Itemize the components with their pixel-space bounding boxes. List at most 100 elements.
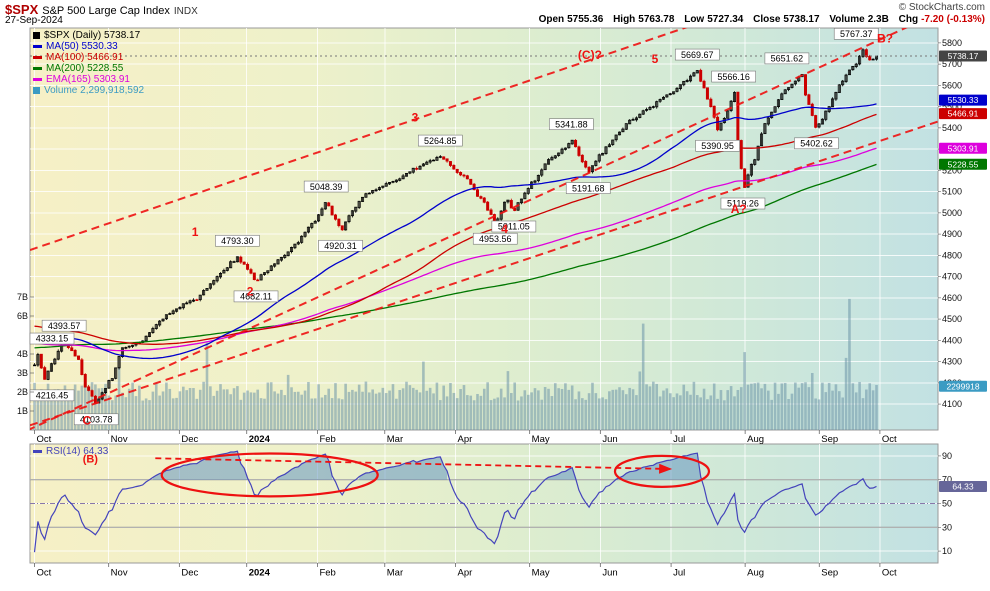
svg-text:4920.31: 4920.31 (324, 241, 357, 251)
rsi-overbought-fill (152, 451, 701, 480)
svg-text:5100: 5100 (942, 187, 962, 197)
svg-text:Aug: Aug (747, 434, 764, 445)
svg-text:May: May (532, 568, 550, 579)
legend-item-ma100: MA(100) 5466.91 (33, 52, 144, 63)
price-axis-labels: 4100420043004400450046004700480049005000… (938, 38, 962, 409)
svg-text:5119.26: 5119.26 (727, 199, 759, 209)
chg-value: -7.20 (-0.13%) (921, 14, 985, 25)
svg-text:50: 50 (942, 499, 952, 509)
svg-text:5341.88: 5341.88 (555, 119, 588, 129)
svg-text:4700: 4700 (942, 272, 962, 282)
svg-text:Sep: Sep (821, 434, 838, 445)
svg-text:4216.45: 4216.45 (36, 391, 69, 401)
high-value: 5763.78 (638, 14, 675, 25)
rsi-value-box (939, 480, 987, 492)
svg-text:5402.62: 5402.62 (800, 139, 833, 149)
main-grid (30, 28, 938, 430)
chart-header: $SPX S&P 500 Large Cap Index INDX (5, 1, 198, 19)
svg-text:4300: 4300 (942, 357, 962, 367)
copyright-notice: © StockCharts.com (898, 2, 985, 13)
svg-text:Jun: Jun (602, 434, 617, 445)
volume-value: 2.3B (867, 14, 889, 25)
rsi-red-annotations: (B) (83, 452, 711, 498)
elliott-wave-labels: 1 2 3 4 5 (C)? A? B? C (83, 31, 893, 427)
svg-text:5530.33: 5530.33 (948, 95, 979, 105)
svg-text:Nov: Nov (111, 434, 128, 445)
price-chart[interactable]: 4333.15 4216.45 4393.57 4103.78 4793.30 4682.… (0, 26, 990, 591)
svg-text:1B: 1B (17, 406, 28, 416)
svg-text:7B: 7B (17, 292, 28, 302)
rsi-highlight-ellipse-1 (160, 452, 379, 498)
legend-item-ema165: EMA(165) 5303.91 (33, 74, 144, 85)
price-box-5303.91 (939, 142, 987, 154)
svg-text:5669.67: 5669.67 (681, 50, 714, 60)
svg-text:70: 70 (942, 475, 952, 485)
trendlines (30, 28, 938, 430)
svg-text:3B: 3B (17, 368, 28, 378)
ma200-line (34, 163, 877, 349)
svg-text:2024: 2024 (249, 434, 271, 445)
svg-text:4500: 4500 (942, 314, 962, 324)
svg-text:4900: 4900 (942, 229, 962, 239)
arrow-icon (659, 463, 673, 474)
low-value: 5727.34 (707, 14, 744, 25)
ema165-line (34, 147, 877, 352)
quote-bar: Open 5755.36 High 5763.78 Low 5727.34 Close… (532, 14, 985, 25)
svg-text:Oct: Oct (882, 568, 897, 579)
svg-text:6B: 6B (17, 311, 28, 321)
svg-text:Apr: Apr (458, 434, 473, 445)
svg-text:Aug: Aug (747, 568, 764, 579)
svg-text:5011.05: 5011.05 (498, 222, 530, 232)
svg-text:5738.17: 5738.17 (948, 51, 979, 61)
svg-text:Jul: Jul (673, 434, 685, 445)
close-value: 5738.17 (783, 14, 820, 25)
svg-text:1: 1 (192, 225, 199, 239)
svg-text:Nov: Nov (111, 568, 128, 579)
legend-item-ma200: MA(200) 5228.55 (33, 63, 144, 74)
svg-text:Oct: Oct (37, 568, 52, 579)
open-label: Open (538, 14, 565, 25)
svg-text:Oct: Oct (37, 434, 52, 445)
svg-text:4793.30: 4793.30 (221, 236, 254, 246)
legend-item-volume: Volume 2,299,918,592 (33, 85, 144, 96)
svg-text:5264.85: 5264.85 (424, 136, 457, 146)
legend-label: MA(50) 5530.33 (46, 41, 118, 52)
svg-text:Feb: Feb (319, 568, 335, 579)
legend-label: EMA(165) 5303.91 (46, 74, 130, 85)
svg-text:(C)?: (C)? (578, 48, 602, 62)
legend-item-ma50: MA(50) 5530.33 (33, 41, 144, 52)
svg-text:4682.11: 4682.11 (240, 292, 272, 302)
ema165-line-icon (33, 78, 42, 81)
rsi-legend: RSI(14) 64.33 (33, 446, 108, 457)
svg-text:4393.57: 4393.57 (48, 321, 81, 331)
wave-label-b: (B) (83, 453, 99, 465)
svg-text:30: 30 (942, 522, 952, 532)
svg-text:4100: 4100 (942, 399, 962, 409)
svg-text:2024: 2024 (249, 568, 271, 579)
svg-text:2: 2 (247, 285, 254, 299)
price-box-5530.33 (939, 94, 987, 106)
axis-value-boxes: 5738.17 5530.33 5466.91 5303.91 5228.55 22999… (939, 50, 987, 492)
svg-text:5500: 5500 (942, 102, 962, 112)
svg-text:4333.15: 4333.15 (36, 334, 69, 344)
price-box-5466.91 (939, 108, 987, 120)
high-label: High (613, 14, 636, 25)
ma50-line (34, 103, 877, 360)
svg-text:4: 4 (501, 222, 508, 236)
legend-label: MA(100) 5466.91 (46, 52, 124, 63)
svg-text:Mar: Mar (387, 434, 403, 445)
ma100-line-icon (33, 56, 42, 59)
svg-text:5200: 5200 (942, 165, 962, 175)
svg-text:Dec: Dec (181, 434, 198, 445)
low-label: Low (684, 14, 705, 25)
svg-text:4800: 4800 (942, 250, 962, 260)
svg-text:5: 5 (652, 52, 659, 66)
svg-text:C: C (83, 413, 92, 427)
rsi-divergence-line (155, 457, 671, 470)
svg-text:2299918: 2299918 (946, 381, 979, 391)
svg-text:Feb: Feb (319, 434, 335, 445)
legend-label: MA(200) 5228.55 (46, 63, 124, 74)
chg-label: Chg (898, 14, 919, 25)
price-annotation-labels: 4333.15 4216.45 4393.57 4103.78 4793.30 4682.… (29, 28, 879, 426)
svg-text:4103.78: 4103.78 (80, 414, 113, 424)
